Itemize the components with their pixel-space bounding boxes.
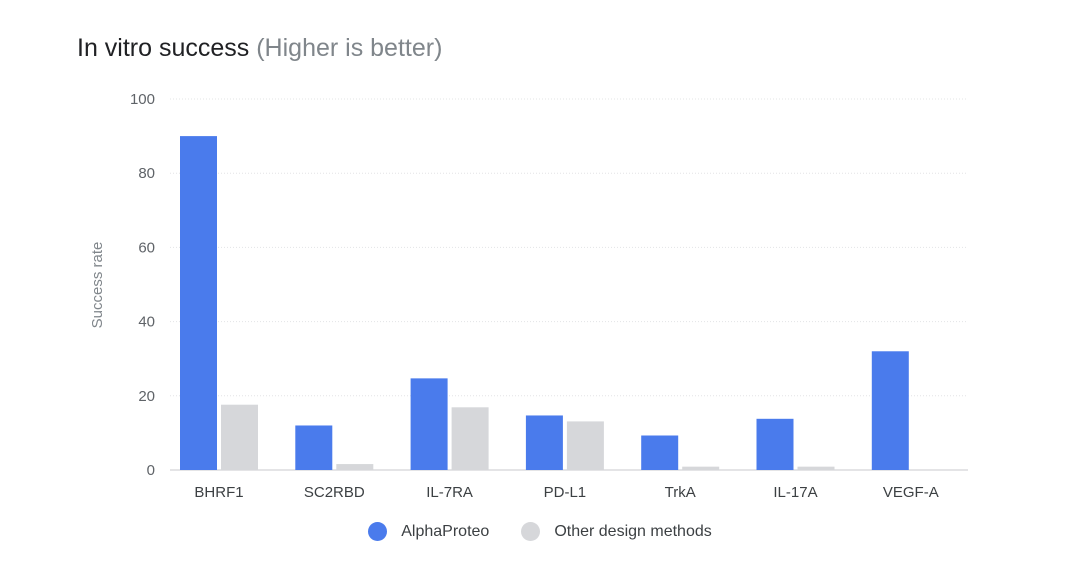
x-tick-label: PD-L1 [544, 484, 587, 501]
x-tick-label: TrkA [665, 484, 696, 501]
y-tick-label: 100 [130, 91, 155, 108]
bar-bhrf1-other-design-methods [221, 404, 258, 470]
legend-label-alphaproteo: AlphaProteo [401, 522, 490, 540]
y-tick-label: 60 [138, 239, 155, 256]
x-tick-label: SC2RBD [304, 484, 365, 501]
bar-pd-l1-alphaproteo [525, 415, 563, 470]
bar-trka-alphaproteo [641, 435, 679, 470]
legend-label-other-design-methods: Other design methods [554, 522, 712, 540]
bar-il-7ra-alphaproteo [410, 378, 448, 470]
y-tick-label: 20 [138, 388, 155, 405]
x-tick-label: IL-17A [773, 484, 817, 501]
bar-sc2rbd-other-design-methods [336, 464, 374, 470]
legend-item-other-design-methods[interactable]: Other design methods [521, 522, 712, 541]
y-tick-label: 0 [147, 462, 155, 479]
bars [180, 136, 909, 470]
bar-il-17a-other-design-methods [797, 466, 835, 470]
bar-il-17a-alphaproteo [756, 418, 794, 470]
gridlines [170, 98, 968, 471]
legend-swatch-alphaproteo [368, 522, 388, 541]
chart-title: In vitro success (Higher is better) [77, 34, 442, 63]
y-tick-label: 40 [138, 314, 155, 331]
bar-pd-l1-other-design-methods [566, 421, 604, 470]
bar-bhrf1-alphaproteo [180, 136, 217, 470]
x-tick-label: BHRF1 [194, 484, 243, 501]
y-tick-label: 80 [138, 165, 155, 182]
y-tick-labels: 0 20 40 60 80 100 [130, 91, 155, 479]
legend-swatch-other-design-methods [521, 522, 541, 541]
x-tick-label: VEGF-A [883, 484, 939, 501]
legend-item-alphaproteo[interactable]: AlphaProteo [368, 522, 489, 541]
legend: AlphaProteo Other design methods [0, 522, 1080, 541]
bar-trka-other-design-methods [682, 466, 720, 470]
x-tick-label: IL-7RA [426, 484, 473, 501]
chart-subtitle: (Higher is better) [256, 34, 443, 62]
bar-sc2rbd-alphaproteo [295, 425, 333, 470]
x-tick-labels: BHRF1 SC2RBD IL-7RA PD-L1 TrkA IL-17A VEGF-A [194, 484, 938, 501]
chart-title-main: In vitro success [77, 34, 250, 62]
bar-vegf-a-alphaproteo [871, 351, 909, 470]
y-axis-label: Success rate [89, 242, 106, 329]
bar-il-7ra-other-design-methods [451, 407, 489, 470]
